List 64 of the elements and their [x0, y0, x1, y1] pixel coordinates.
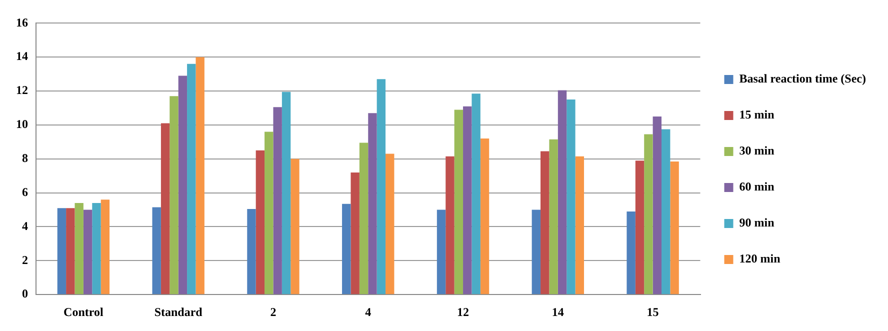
bar	[264, 132, 274, 294]
bar	[256, 150, 265, 294]
bar	[480, 138, 490, 294]
bar	[566, 100, 576, 294]
bar	[178, 76, 188, 294]
bar	[463, 106, 472, 294]
x-tick-label: Standard	[154, 304, 203, 319]
y-tick-label: 12	[16, 83, 28, 98]
bar	[446, 156, 454, 294]
y-tick-label: 0	[22, 286, 28, 301]
bar	[66, 208, 75, 294]
bar	[359, 142, 368, 294]
legend-label: Basal reaction time (Sec)	[739, 72, 866, 86]
bar	[575, 156, 584, 294]
y-tick-label: 2	[22, 252, 28, 267]
bar	[644, 134, 653, 294]
bar	[670, 161, 679, 294]
y-tick-label: 14	[16, 49, 28, 64]
bar	[160, 123, 170, 294]
bar	[92, 203, 101, 294]
bar	[196, 57, 204, 294]
bar	[376, 79, 386, 294]
bar	[100, 200, 110, 294]
bar	[635, 160, 644, 294]
bar	[662, 129, 670, 294]
bar	[247, 208, 256, 294]
y-tick-label: 8	[22, 150, 28, 165]
bar	[290, 158, 300, 294]
bar	[350, 172, 360, 294]
bar	[170, 96, 178, 294]
x-tick-label: Control	[64, 304, 104, 319]
legend-label: 30 min	[739, 144, 775, 158]
bar	[152, 207, 161, 294]
y-tick-label: 10	[16, 117, 28, 132]
bar	[472, 94, 480, 294]
legend-label: 120 min	[739, 252, 781, 266]
bar	[57, 208, 66, 294]
bar	[74, 203, 84, 294]
bar	[549, 139, 558, 294]
legend-label: 15 min	[739, 108, 775, 122]
bar	[454, 110, 464, 294]
bar	[558, 90, 567, 294]
bar	[626, 211, 636, 294]
x-tick-label: 15	[646, 304, 659, 319]
bar	[540, 151, 550, 294]
y-tick-label: 16	[16, 15, 28, 30]
x-tick-label: 12	[457, 304, 470, 319]
bar	[386, 154, 394, 294]
bar	[532, 210, 541, 294]
y-tick-label: 4	[22, 218, 28, 233]
bar	[436, 210, 446, 294]
x-tick-label: 4	[365, 304, 372, 319]
bar	[342, 204, 351, 294]
x-tick-label: 14	[552, 304, 564, 319]
bar	[273, 107, 282, 294]
bar	[282, 92, 291, 294]
bar	[83, 210, 92, 294]
y-tick-label: 6	[22, 184, 28, 199]
legend-label: 90 min	[739, 216, 775, 230]
bar	[652, 116, 662, 294]
x-tick-label: 2	[270, 304, 276, 319]
legend-label: 60 min	[739, 180, 775, 194]
bar	[187, 64, 196, 294]
bar	[368, 113, 377, 294]
